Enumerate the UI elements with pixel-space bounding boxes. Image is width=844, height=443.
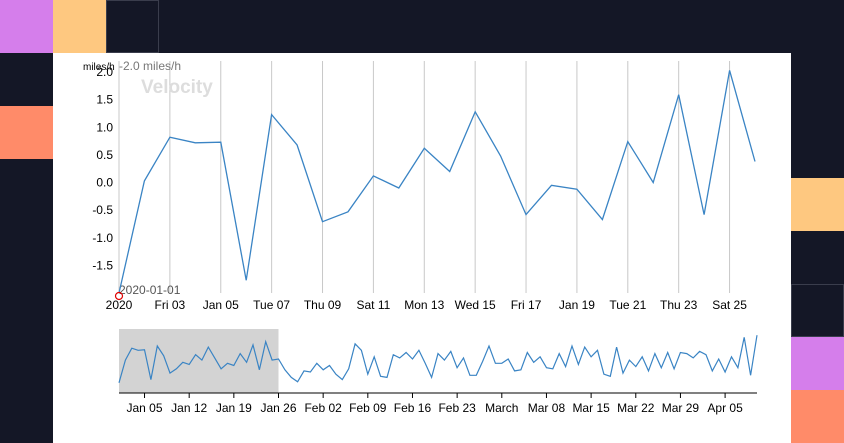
overview-tick-label: Feb 16 — [394, 401, 432, 415]
tile-purple-right — [791, 337, 844, 390]
y-tick-label: 0.0 — [96, 176, 113, 190]
x-tick-label: Sat 11 — [356, 298, 390, 312]
brush-selection[interactable] — [119, 329, 279, 393]
x-tick-label: Sat 25 — [712, 298, 747, 312]
y-tick-label: 1.5 — [96, 93, 113, 107]
x-tick-label: Jan 19 — [559, 298, 595, 312]
readout-date: 2020-01-01 — [119, 283, 181, 297]
overview-tick-label: Jan 26 — [260, 401, 296, 415]
velocity-chart: 2.0 1.5 1.0 0.5 0.0 -0.5 -1.0 -1.5 2020 Fri 03 Ja… — [83, 59, 758, 415]
x-tick-label: Fri 03 — [155, 298, 186, 312]
y-tick-label: 1.0 — [96, 120, 113, 134]
overview-tick-label: Mar 08 — [528, 401, 566, 415]
overview-tick-label: Mar 15 — [572, 401, 610, 415]
x-tick-label: Thu 09 — [304, 298, 342, 312]
chart-panel: 2.0 1.5 1.0 0.5 0.0 -0.5 -1.0 -1.5 2020 Fri 03 Ja… — [53, 53, 791, 443]
overview-tick-label: Feb 23 — [438, 401, 476, 415]
tile-orange-right — [791, 178, 844, 231]
tile-purple-top — [0, 0, 53, 53]
tile-dark-right — [791, 284, 844, 337]
tile-coral-left — [0, 106, 53, 159]
overview-tick-label: Mar 29 — [662, 401, 700, 415]
overview-chart[interactable]: Jan 05 Jan 12 Jan 19 Jan 26 Feb 02 Feb 09 Feb … — [118, 329, 758, 415]
overview-tick-label: Apr 05 — [707, 401, 743, 415]
x-tick-label: Mon 13 — [404, 298, 444, 312]
tile-coral-right — [791, 390, 844, 443]
chart-title: Velocity — [141, 77, 213, 98]
tile-orange-top — [53, 0, 106, 53]
main-x-axis: 2020 Fri 03 Jan 05 Tue 07 Thu 09 Sat 11 Mon 13… — [106, 298, 748, 312]
x-tick-label: Wed 15 — [455, 298, 496, 312]
overview-x-axis: Jan 05 Jan 12 Jan 19 Jan 26 Feb 02 Feb 09 Feb … — [119, 392, 757, 415]
tile-dark-outlined — [106, 0, 159, 53]
overview-tick-label: Mar 22 — [617, 401, 655, 415]
y-tick-label: 2.0 — [96, 65, 113, 79]
x-tick-label: Tue 21 — [609, 298, 646, 312]
readout-value: -2.0 miles/h — [119, 59, 181, 73]
overview-tick-label: Feb 02 — [304, 401, 342, 415]
y-tick-label: -1.0 — [92, 231, 113, 245]
x-tick-label: 2020 — [106, 298, 133, 312]
overview-tick-label: March — [485, 401, 518, 415]
overview-tick-label: Jan 05 — [127, 401, 163, 415]
main-y-axis: 2.0 1.5 1.0 0.5 0.0 -0.5 -1.0 -1.5 — [92, 65, 113, 272]
x-tick-label: Fri 17 — [511, 298, 542, 312]
overview-tick-label: Feb 09 — [349, 401, 387, 415]
y-tick-label: 0.5 — [96, 148, 113, 162]
y-tick-label: -0.5 — [92, 203, 113, 217]
x-tick-label: Jan 05 — [203, 298, 239, 312]
overview-series-line — [118, 335, 758, 383]
crosshair-point — [114, 291, 124, 301]
velocity-series-line — [118, 70, 756, 294]
overview-tick-label: Jan 19 — [216, 401, 252, 415]
x-tick-label: Tue 07 — [253, 298, 290, 312]
y-tick-label: -1.5 — [92, 258, 113, 272]
overview-tick-label: Jan 12 — [171, 401, 207, 415]
y-unit-label: miles/h — [83, 62, 115, 73]
x-tick-label: Thu 23 — [660, 298, 698, 312]
